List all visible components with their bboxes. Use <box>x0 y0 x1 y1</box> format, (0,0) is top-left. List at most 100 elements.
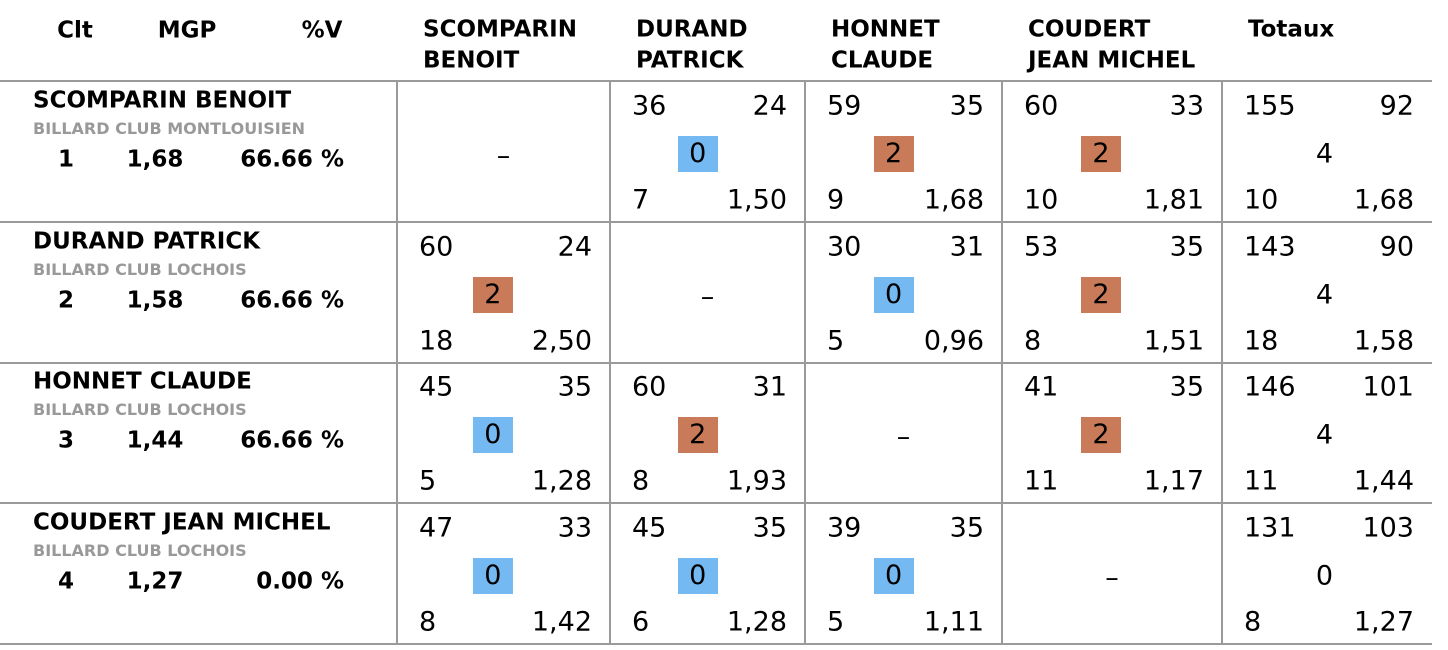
match-points: 2 <box>1081 136 1121 172</box>
high-run: 5 <box>827 606 845 638</box>
innings: 31 <box>949 231 984 263</box>
column-rule <box>804 223 806 362</box>
innings: 35 <box>557 371 592 403</box>
header-mgp: MGP <box>157 17 217 44</box>
average: 1,68 <box>923 184 984 216</box>
innings: 35 <box>1169 371 1204 403</box>
points: 47 <box>419 512 454 544</box>
total-points: 4 <box>1315 419 1334 451</box>
column-header: BENOIT <box>423 47 520 74</box>
match-points: 2 <box>873 136 914 172</box>
player-club: BILLARD CLUB MONTLOUISIEN <box>33 119 306 138</box>
average: 1,44 <box>1353 465 1414 497</box>
average: 1,11 <box>923 606 984 638</box>
row-rule <box>0 221 1432 223</box>
rank: 4 <box>57 568 75 595</box>
average: 1,93 <box>726 465 787 497</box>
rank: 2 <box>57 287 75 314</box>
high-run: 6 <box>632 606 650 638</box>
pct: 0.00 % <box>256 568 344 595</box>
innings: 35 <box>1169 231 1204 263</box>
average: 1,17 <box>1143 465 1204 497</box>
high-run: 10 <box>1244 184 1279 216</box>
header-pct: %V <box>301 17 343 44</box>
points: 131 <box>1244 512 1296 544</box>
points: 45 <box>632 512 667 544</box>
high-run: 18 <box>1244 325 1279 357</box>
points: 60 <box>1024 90 1059 122</box>
column-header: PATRICK <box>636 47 744 74</box>
column-rule <box>396 223 398 362</box>
total-points: 4 <box>1315 138 1334 170</box>
total-points: 4 <box>1315 279 1334 311</box>
innings: 35 <box>949 512 984 544</box>
innings: 35 <box>949 90 984 122</box>
column-rule <box>1001 504 1003 643</box>
player-club: BILLARD CLUB LOCHOIS <box>33 260 247 279</box>
column-rule <box>1001 82 1003 221</box>
pct: 66.66 % <box>240 146 344 173</box>
innings: 35 <box>752 512 787 544</box>
points: 143 <box>1244 231 1296 263</box>
average: 1,27 <box>1353 606 1414 638</box>
column-rule <box>396 82 398 221</box>
column-rule <box>609 223 611 362</box>
average: 1,42 <box>531 606 592 638</box>
match-points: 2 <box>1081 277 1121 313</box>
empty-cell: – <box>496 140 511 172</box>
player-name: HONNET CLAUDE <box>33 368 252 395</box>
match-points: 0 <box>677 136 718 172</box>
column-rule <box>396 363 398 502</box>
mgp: 1,58 <box>126 287 184 314</box>
average: 1,58 <box>1353 325 1414 357</box>
player-name: SCOMPARIN BENOIT <box>33 87 292 114</box>
high-run: 7 <box>632 184 650 216</box>
row-rule <box>0 502 1432 504</box>
mgp: 1,44 <box>126 427 184 454</box>
average: 1,51 <box>1143 325 1204 357</box>
points: 146 <box>1244 371 1296 403</box>
innings: 33 <box>1169 90 1204 122</box>
high-run: 5 <box>419 465 437 497</box>
rank: 3 <box>57 427 75 454</box>
row-rule <box>0 643 1432 645</box>
high-run: 5 <box>827 325 845 357</box>
average: 1,50 <box>726 184 787 216</box>
average: 1,68 <box>1353 184 1414 216</box>
innings: 90 <box>1379 231 1414 263</box>
column-rule <box>1221 363 1223 502</box>
innings: 24 <box>752 90 787 122</box>
match-points: 2 <box>677 417 718 453</box>
match-points: 0 <box>873 558 914 594</box>
average: 1,81 <box>1143 184 1204 216</box>
mgp: 1,68 <box>126 146 184 173</box>
points: 41 <box>1024 371 1059 403</box>
match-points: 0 <box>873 277 914 313</box>
player-club: BILLARD CLUB LOCHOIS <box>33 541 247 560</box>
pct: 66.66 % <box>240 287 344 314</box>
header-rank: Clt <box>57 17 93 44</box>
points: 39 <box>827 512 862 544</box>
column-header: COUDERT <box>1028 16 1151 43</box>
column-rule <box>1001 223 1003 362</box>
player-name: COUDERT JEAN MICHEL <box>33 509 331 536</box>
match-points: 2 <box>472 277 513 313</box>
high-run: 8 <box>1244 606 1262 638</box>
mgp: 1,27 <box>126 568 184 595</box>
header-rule <box>0 80 1432 82</box>
column-rule <box>396 504 398 643</box>
player-club: BILLARD CLUB LOCHOIS <box>33 400 247 419</box>
column-header: CLAUDE <box>831 47 934 74</box>
high-run: 11 <box>1244 465 1279 497</box>
match-points: 0 <box>677 558 718 594</box>
column-rule <box>609 363 611 502</box>
points: 45 <box>419 371 454 403</box>
column-header: JEAN MICHEL <box>1028 47 1196 74</box>
column-header: HONNET <box>831 16 940 43</box>
points: 59 <box>827 90 862 122</box>
pct: 66.66 % <box>240 427 344 454</box>
high-run: 18 <box>419 325 454 357</box>
points: 60 <box>632 371 667 403</box>
average: 1,28 <box>531 465 592 497</box>
